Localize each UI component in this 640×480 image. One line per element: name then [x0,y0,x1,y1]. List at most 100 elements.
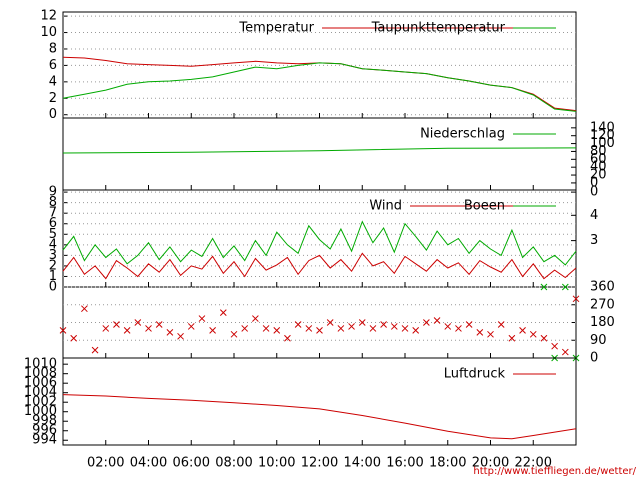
y-tick-label: 1000 [24,404,57,419]
x-tick-label: 14:00 [344,456,381,471]
x-tick-label: 02:00 [87,456,124,471]
point [219,309,227,316]
point [145,325,152,332]
legend-label: Luftdruck [444,367,506,382]
point [444,323,452,330]
y-tick-label: 6 [49,58,57,73]
point [540,283,548,291]
footer-url: http://www.tieffliegen.de/wetter/ [473,466,636,477]
legend-label: Taupunkttemperatur [371,21,506,36]
series-line [62,147,577,154]
point [337,325,345,332]
y-tick-label: 100 [590,136,615,151]
x-tick-label: 10:00 [258,456,295,471]
y-tick-label: 9 [49,185,57,200]
legend-label: Boeen [464,199,505,214]
y-tick-label: 996 [32,423,57,438]
x-tick-label: 08:00 [215,456,252,471]
y-tick-label: 4 [49,74,57,89]
series-line [62,62,577,112]
y-tick-label: 6 [49,216,57,231]
y-tick-label: 3 [49,248,57,263]
point [561,348,569,356]
point [230,330,238,338]
point [305,325,313,332]
x-tick-label: 22:00 [515,456,552,471]
y-tick-label: 140 [590,120,615,135]
point [284,334,291,342]
y-tick-label: 1008 [24,366,57,381]
point [209,327,216,334]
point [102,325,110,332]
y-tick-label: 998 [32,414,57,429]
point [262,325,270,332]
point [155,321,163,328]
series-line [62,252,577,280]
point [497,321,505,328]
y-tick-label: 360 [590,280,615,295]
point [572,295,580,303]
point [123,327,131,334]
y2-tick-label: 0 [590,185,598,200]
y-tick-label: 2 [49,258,57,273]
point [487,330,494,338]
y-tick-label: 0 [590,175,598,190]
point [529,330,537,338]
point [540,334,548,342]
y-tick-label: 1 [49,269,57,284]
x-tick-label: 18:00 [429,456,466,471]
y-tick-label: 90 [590,333,607,348]
point [326,319,334,326]
point [380,321,387,328]
point [316,327,323,334]
point [508,334,516,342]
point [252,315,259,322]
point [369,325,377,332]
x-tick-label: 06:00 [173,456,210,471]
y-tick-label: 10 [40,25,57,40]
y-tick-label: 270 [590,297,615,312]
y-tick-label: 8 [49,195,57,210]
point [59,327,67,334]
y-tick-label: 1004 [24,385,57,400]
y-tick-label: 4 [49,237,57,252]
point [390,323,398,330]
y-tick-label: 1002 [24,395,57,410]
y-tick-label: 120 [590,128,615,143]
point [177,332,184,340]
x-tick-label: 20:00 [472,456,509,471]
point [476,329,484,336]
legend-label: Wind [369,199,402,214]
point [401,325,409,332]
point [348,323,355,330]
y-tick-label: 7 [49,206,57,221]
y-tick-label: 40 [590,160,607,175]
point [113,321,120,328]
y-tick-label: 20 [590,168,607,183]
point [81,305,88,313]
point [91,346,99,354]
point [166,329,174,336]
point [455,325,462,332]
point [273,327,281,334]
y-tick-label: 8 [49,41,57,56]
point [187,323,195,330]
x-tick-label: 12:00 [301,456,338,471]
point [134,319,142,326]
y-tick-label: 994 [32,433,57,448]
point [519,327,526,334]
y-tick-label: 0 [590,351,598,366]
y-tick-label: 0 [49,107,57,122]
x-tick-label: 04:00 [130,456,167,471]
point [294,321,302,328]
point [423,319,430,326]
legend-label: Temperatur [238,21,314,36]
point [198,315,206,322]
y-tick-label: 180 [590,315,615,330]
y-tick-label: 12 [40,9,57,24]
series-line [62,220,577,266]
x-tick-label: 16:00 [386,456,423,471]
y2-tick-label: 3 [590,233,598,248]
point [433,317,441,324]
y-tick-label: 1010 [24,357,57,372]
